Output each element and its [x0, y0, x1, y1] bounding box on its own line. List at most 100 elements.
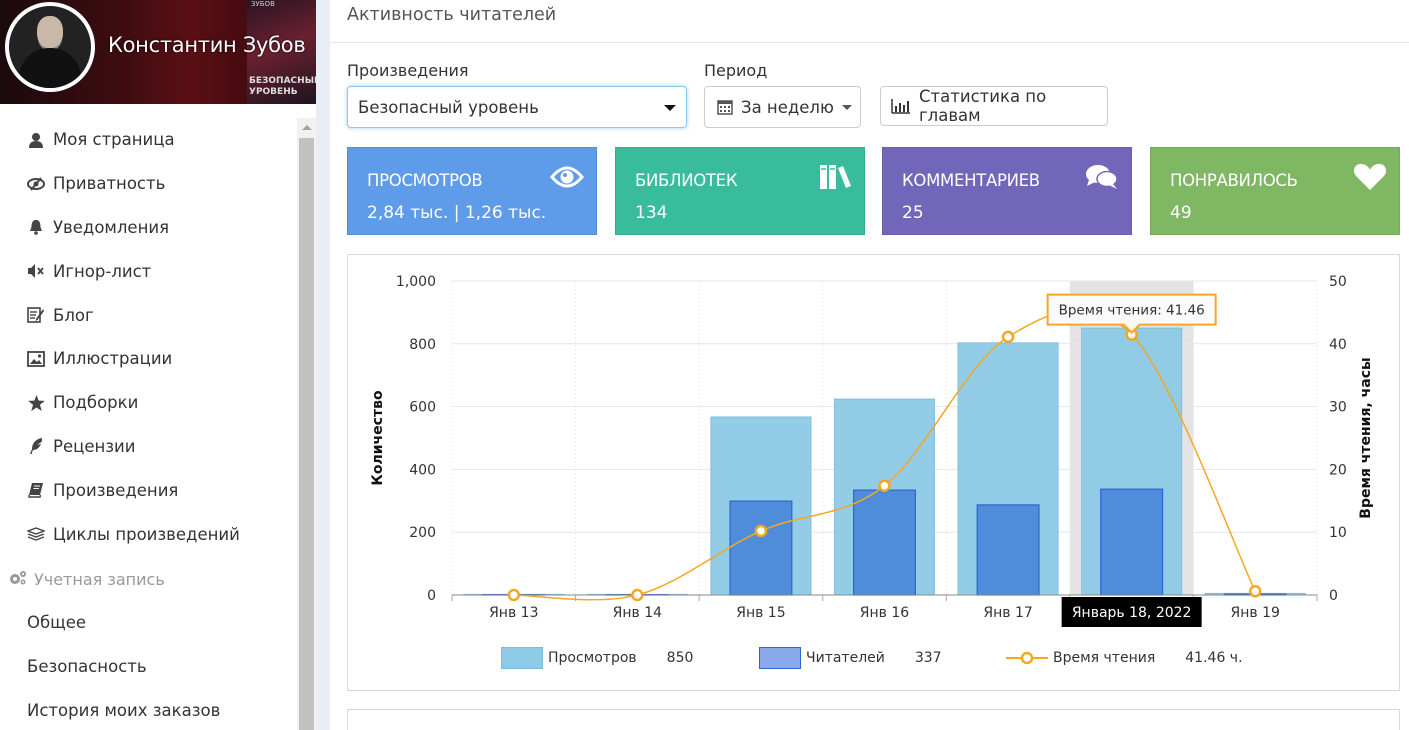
gutter	[316, 0, 330, 730]
books-icon	[818, 163, 852, 193]
sidebar-item-notifications[interactable]: Уведомления	[0, 206, 296, 250]
y-tick-left: 200	[409, 525, 436, 541]
tile-likes[interactable]: ПОНРАВИЛОСЬ 49	[1150, 147, 1400, 235]
legend-swatch-views	[501, 647, 543, 669]
point-reading-time	[631, 588, 644, 602]
sidebar-item-label: Моя страница	[53, 130, 175, 150]
point-reading-time	[878, 479, 891, 492]
y-tick-right: 10	[1329, 525, 1347, 541]
sidebar-item-blog[interactable]: Блог	[0, 293, 296, 337]
tile-comments[interactable]: КОММЕНТАРИЕВ 25	[882, 147, 1132, 235]
legend-item-readers[interactable]: Читателей 337	[759, 645, 942, 671]
gears-icon	[8, 570, 28, 590]
sidebar-item-works[interactable]: Произведения	[0, 468, 296, 512]
bar-readers	[1100, 488, 1164, 596]
chapter-stats-label: Статистика по главам	[919, 87, 1047, 125]
bar-readers	[729, 500, 793, 596]
sidebar-item-series[interactable]: Циклы произведений	[0, 512, 296, 556]
sidebar-item-security[interactable]: Безопасность	[0, 645, 296, 689]
edit-icon	[26, 306, 46, 324]
chapter-stats-button[interactable]: Статистика по главам	[880, 86, 1108, 126]
sidebar-item-order-history[interactable]: История моих заказов	[0, 689, 296, 730]
sidebar-scrollbar[interactable]	[297, 118, 316, 730]
sidebar-item-label: Игнор-лист	[53, 261, 152, 281]
y-axis-title-right: Время чтения, часы	[1358, 357, 1374, 518]
tile-label: КОММЕНТАРИЕВ	[902, 171, 1040, 190]
book-cover[interactable]: ЗУБОВ БЕЗОПАСНЫЙ УРОВЕНЬ	[246, 0, 318, 104]
works-select[interactable]: Безопасный уровень	[347, 86, 687, 128]
bell-icon	[26, 218, 46, 236]
avatar[interactable]	[5, 2, 95, 92]
caret-down-icon	[664, 105, 676, 111]
tooltip-text: Время чтения: 41.46	[1059, 303, 1205, 319]
works-label: Произведения	[347, 61, 469, 80]
x-tick-label: Янв 16	[860, 605, 909, 621]
period-dropdown[interactable]: За неделю	[704, 86, 861, 128]
scrollbar-thumb[interactable]	[299, 138, 314, 730]
sidebar-section-account: Учетная запись	[0, 559, 296, 601]
x-tick-label: Янв 19	[1231, 605, 1280, 621]
y-tick-right: 30	[1329, 400, 1347, 416]
page-title: Активность читателей	[347, 5, 557, 25]
feather-icon	[26, 437, 46, 455]
sidebar-item-ignore-list[interactable]: Игнор-лист	[0, 249, 296, 293]
eye-icon	[550, 163, 584, 193]
stack-icon	[26, 525, 46, 543]
y-tick-right: 40	[1329, 337, 1347, 353]
caret-down-icon	[841, 104, 852, 110]
book-icon	[26, 481, 46, 499]
legend-label: Читателей	[806, 650, 885, 666]
sidebar-item-label: Приватность	[53, 174, 166, 194]
book-cover-title: БЕЗОПАСНЫЙ УРОВЕНЬ	[249, 76, 318, 97]
crosshair-label: Январь 18, 2022	[1072, 605, 1192, 621]
scroll-up-arrow-icon[interactable]	[297, 118, 316, 136]
sidebar-menu: Моя страница Приватность Уведомления Игн…	[0, 118, 296, 730]
tile-value: 134	[635, 203, 668, 223]
period-label: Период	[704, 61, 768, 80]
legend-item-views[interactable]: Просмотров 850	[501, 645, 693, 671]
y-tick-left: 600	[409, 400, 436, 416]
sidebar-item-collections[interactable]: Подборки	[0, 381, 296, 425]
tile-libraries[interactable]: БИБЛИОТЕК 134	[615, 147, 865, 235]
bar-chart-icon	[891, 98, 911, 114]
x-tick-label: Янв 13	[489, 605, 538, 621]
x-tick-label: Янв 17	[983, 605, 1032, 621]
sidebar: ЗУБОВ БЕЗОПАСНЫЙ УРОВЕНЬ Константин Зубо…	[0, 0, 318, 730]
sidebar-item-my-page[interactable]: Моя страница	[0, 118, 296, 162]
sidebar-item-label: Безопасность	[27, 657, 147, 677]
eye-slash-icon	[26, 175, 46, 193]
sidebar-item-label: Блог	[53, 305, 94, 325]
profile-header: ЗУБОВ БЕЗОПАСНЫЙ УРОВЕНЬ Константин Зубо…	[0, 0, 318, 104]
star-icon	[26, 394, 46, 412]
profile-name[interactable]: Константин Зубов	[108, 33, 306, 57]
divider	[330, 42, 1409, 43]
y-tick-right: 50	[1329, 274, 1347, 290]
sidebar-item-privacy[interactable]: Приватность	[0, 162, 296, 206]
works-select-value: Безопасный уровень	[358, 97, 539, 117]
next-panel	[347, 709, 1400, 730]
sidebar-item-label: Уведомления	[53, 217, 170, 237]
crosshair-label-bg	[1061, 597, 1202, 627]
tooltip-box	[1046, 293, 1217, 335]
volume-off-icon	[26, 262, 46, 280]
chart-canvas[interactable]: 0 200 400 600 800 1,000 0 10 20 30 40 50 Янв 13 Янв 1…	[348, 255, 1401, 645]
y-tick-right: 0	[1329, 588, 1338, 604]
sidebar-item-general[interactable]: Общее	[0, 601, 296, 645]
sidebar-item-illustrations[interactable]: Иллюстрации	[0, 337, 296, 381]
tile-label: ПОНРАВИЛОСЬ	[1170, 171, 1298, 190]
heart-icon	[1353, 163, 1387, 193]
picture-icon	[26, 350, 46, 368]
chart-legend: Просмотров 850 Читателей 337 Время чтени…	[348, 643, 1401, 673]
legend-label: Просмотров	[548, 650, 637, 666]
sidebar-item-reviews[interactable]: Рецензии	[0, 425, 296, 469]
sidebar-section-label: Учетная запись	[34, 570, 165, 590]
legend-line-marker-icon	[1006, 647, 1048, 669]
legend-item-reading-time[interactable]: Время чтения 41.46 ч.	[1006, 645, 1243, 671]
legend-swatch-readers	[759, 647, 801, 669]
tile-views[interactable]: ПРОСМОТРОВ 2,84 тыс. | 1,26 тыс.	[347, 147, 597, 235]
bar-readers	[853, 489, 916, 596]
legend-value: 850	[666, 650, 694, 666]
y-tick-right: 20	[1329, 462, 1347, 478]
y-tick-left: 0	[427, 588, 436, 604]
sidebar-item-label: Рецензии	[53, 436, 136, 456]
